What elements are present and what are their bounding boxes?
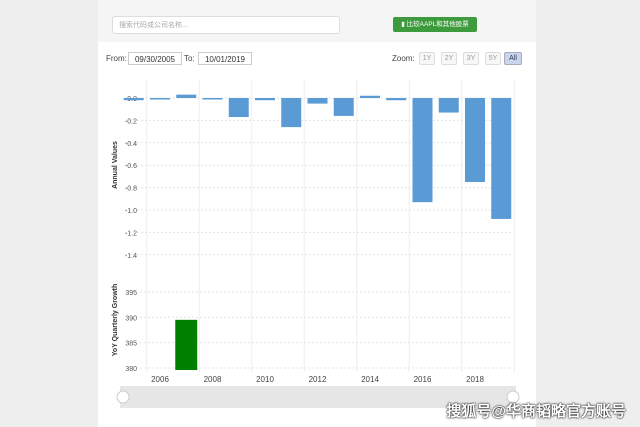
bar-annual: [255, 98, 275, 101]
zoom-label: Zoom:: [392, 54, 415, 63]
x-tick-label: 2012: [309, 375, 327, 384]
bar-annual: [123, 98, 144, 101]
from-label: From:: [106, 54, 127, 63]
bar-annual: [281, 98, 302, 128]
y-tick-label: -0.6: [125, 163, 137, 170]
bar-annual: [228, 98, 249, 118]
bar-annual: [386, 98, 407, 101]
y-tick-label: -1.2: [125, 230, 137, 237]
bar-annual: [307, 98, 328, 104]
y-tick-label: 390: [125, 315, 137, 322]
zoom-5y-button[interactable]: 5Y: [485, 52, 501, 65]
chart-panel: 搜索代码或公司名称... ▮ 比较AAPL和其他股票 From: 09/30/2…: [98, 0, 536, 427]
navigator-handle-left[interactable]: [116, 390, 130, 404]
x-tick-label: 2016: [414, 375, 432, 384]
y-tick-label: -1.4: [125, 253, 137, 260]
bar-annual: [176, 94, 197, 98]
zoom-3y-button[interactable]: 3Y: [463, 52, 479, 65]
y-tick-label: -1.0: [125, 208, 137, 215]
bar-chart-icon: ▮: [401, 21, 407, 28]
watermark: 搜狐号@华商韬略官方账号: [446, 403, 626, 420]
y-tick-label: -0.2: [125, 118, 137, 125]
zoom-1y-button[interactable]: 1Y: [419, 52, 435, 65]
compare-label: 比较AAPL和其他股票: [406, 21, 469, 28]
y-axis-title: YoY Quarterly Growth: [112, 284, 119, 356]
bar-annual: [333, 98, 354, 116]
to-label: To:: [184, 54, 195, 63]
y-tick-label: -0.8: [125, 186, 137, 193]
x-tick-label: 2006: [151, 375, 169, 384]
zoom-all-button[interactable]: All: [504, 52, 522, 65]
x-tick-label: 2014: [361, 375, 379, 384]
navigator-handle-right[interactable]: [506, 390, 520, 404]
to-date-input[interactable]: 10/01/2019: [198, 52, 252, 65]
x-tick-label: 2008: [204, 375, 222, 384]
navigator[interactable]: [120, 386, 516, 408]
y-tick-label: 395: [125, 290, 137, 297]
y-tick-label: 380: [125, 366, 137, 373]
bar-annual: [438, 98, 459, 113]
search-input[interactable]: 搜索代码或公司名称...: [112, 16, 340, 34]
from-date-input[interactable]: 09/30/2005: [128, 52, 182, 65]
bar-annual: [465, 98, 485, 182]
bar-annual: [202, 98, 223, 100]
bar-annual: [491, 98, 512, 219]
bar-annual: [150, 98, 170, 100]
y-tick-label: 385: [125, 341, 137, 348]
y-tick-label: -0.4: [125, 141, 137, 148]
bar-annual: [412, 98, 433, 203]
x-tick-label: 2018: [466, 375, 484, 384]
y-axis-title: Annual Values: [112, 141, 119, 189]
bar-yoy: [175, 319, 198, 370]
compare-button[interactable]: ▮ 比较AAPL和其他股票: [393, 17, 477, 32]
header: 搜索代码或公司名称... ▮ 比较AAPL和其他股票: [98, 0, 536, 42]
zoom-2y-button[interactable]: 2Y: [441, 52, 457, 65]
bar-annual: [360, 95, 380, 98]
x-tick-label: 2010: [256, 375, 274, 384]
